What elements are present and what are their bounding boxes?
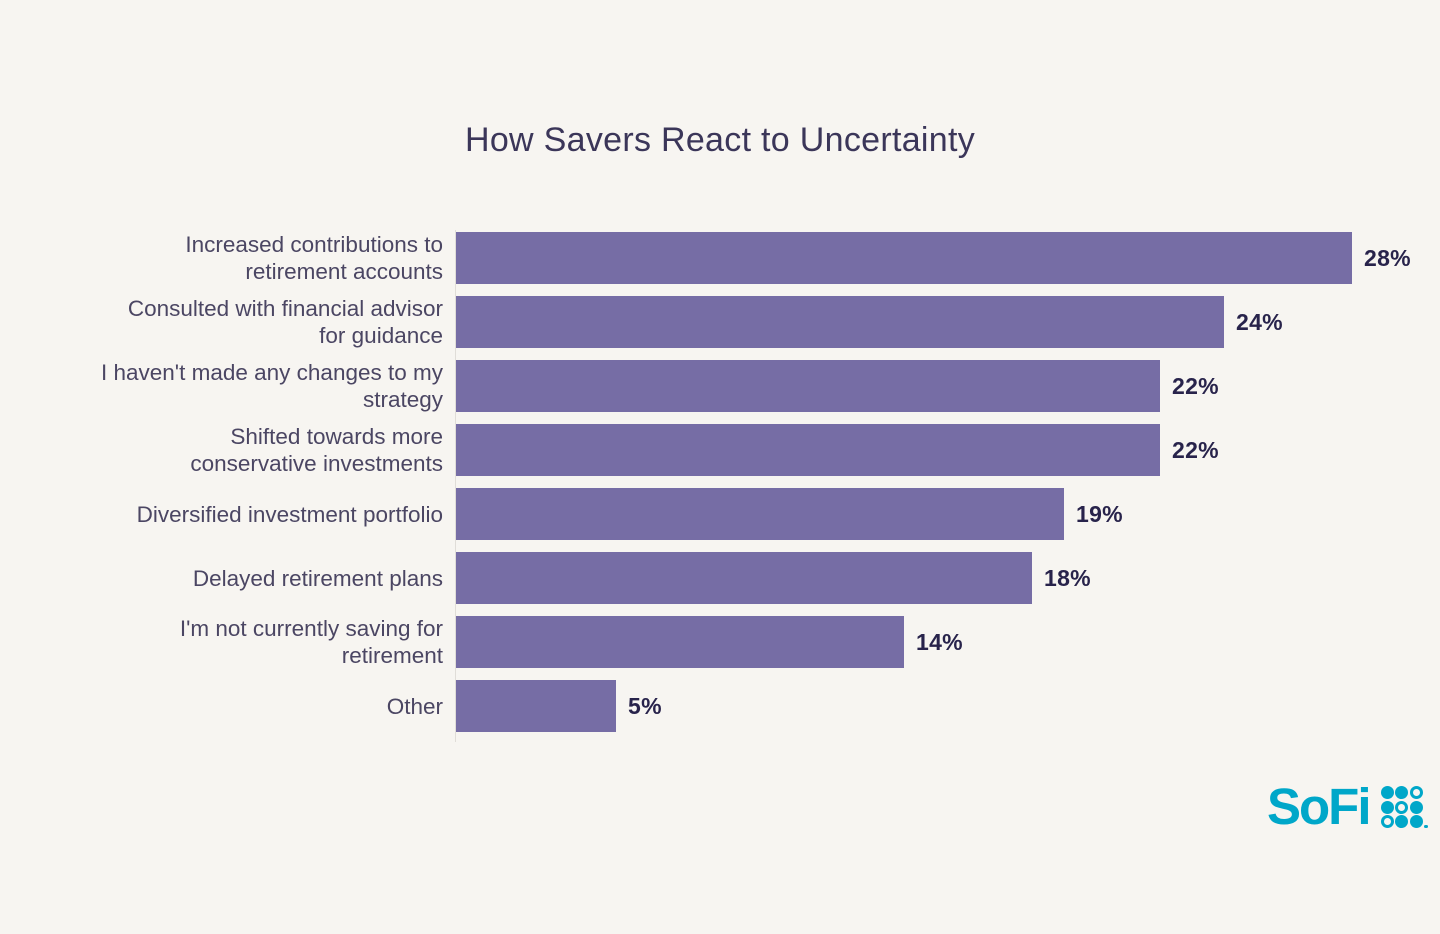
value-label: 14% <box>916 628 963 655</box>
bar <box>456 488 1064 540</box>
dot-outline <box>1409 786 1423 799</box>
dot-filled <box>1395 815 1408 828</box>
value-label: 24% <box>1236 308 1283 335</box>
bar <box>456 552 1032 604</box>
value-label: 18% <box>1044 564 1091 591</box>
bar-chart: Increased contributions to retirement ac… <box>0 232 1411 732</box>
dot-filled <box>1409 800 1423 814</box>
dot-filled <box>1409 815 1423 828</box>
trademark-dot <box>1424 824 1428 828</box>
category-label: Shifted towards more conservative invest… <box>190 424 443 476</box>
bar <box>456 680 616 732</box>
bar <box>456 296 1224 348</box>
chart-row: Consulted with financial advisor for gui… <box>0 296 1411 348</box>
chart-row: Shifted towards more conservative invest… <box>0 424 1411 476</box>
chart-row: I haven't made any changes to my strateg… <box>0 360 1411 412</box>
value-label: 19% <box>1076 500 1123 527</box>
dot-filled <box>1380 786 1394 799</box>
sofi-dot-grid-icon <box>1380 786 1428 828</box>
bar <box>456 360 1160 412</box>
value-label: 22% <box>1172 436 1219 463</box>
value-label: 22% <box>1172 372 1219 399</box>
bar <box>456 424 1160 476</box>
category-label: I haven't made any changes to my strateg… <box>101 360 443 412</box>
category-label: Diversified investment portfolio <box>136 501 443 527</box>
sofi-logo: SoFi <box>1267 778 1428 835</box>
chart-row: Delayed retirement plans 18% <box>0 552 1411 604</box>
bar <box>456 232 1352 284</box>
chart-title: How Savers React to Uncertainty <box>464 121 976 159</box>
dot-filled <box>1380 800 1394 814</box>
y-axis-line <box>455 230 456 742</box>
category-label: I'm not currently saving for retirement <box>179 616 443 668</box>
chart-row: Increased contributions to retirement ac… <box>0 232 1411 284</box>
sofi-logo-text: SoFi <box>1267 778 1371 835</box>
chart-row: I'm not currently saving for retirement 1… <box>0 616 1411 668</box>
chart-row: Other 5% <box>0 680 1411 732</box>
chart-row: Diversified investment portfolio 19% <box>0 488 1411 540</box>
category-label: Increased contributions to retirement ac… <box>185 232 443 284</box>
category-label: Other <box>386 693 443 719</box>
value-label: 5% <box>628 692 662 719</box>
category-label: Consulted with financial advisor for gui… <box>127 296 443 348</box>
bar <box>456 616 904 668</box>
value-label: 28% <box>1364 244 1411 271</box>
dot-outline <box>1395 800 1408 814</box>
dot-filled <box>1395 786 1408 799</box>
dot-outline <box>1380 815 1394 828</box>
category-label: Delayed retirement plans <box>192 565 443 591</box>
